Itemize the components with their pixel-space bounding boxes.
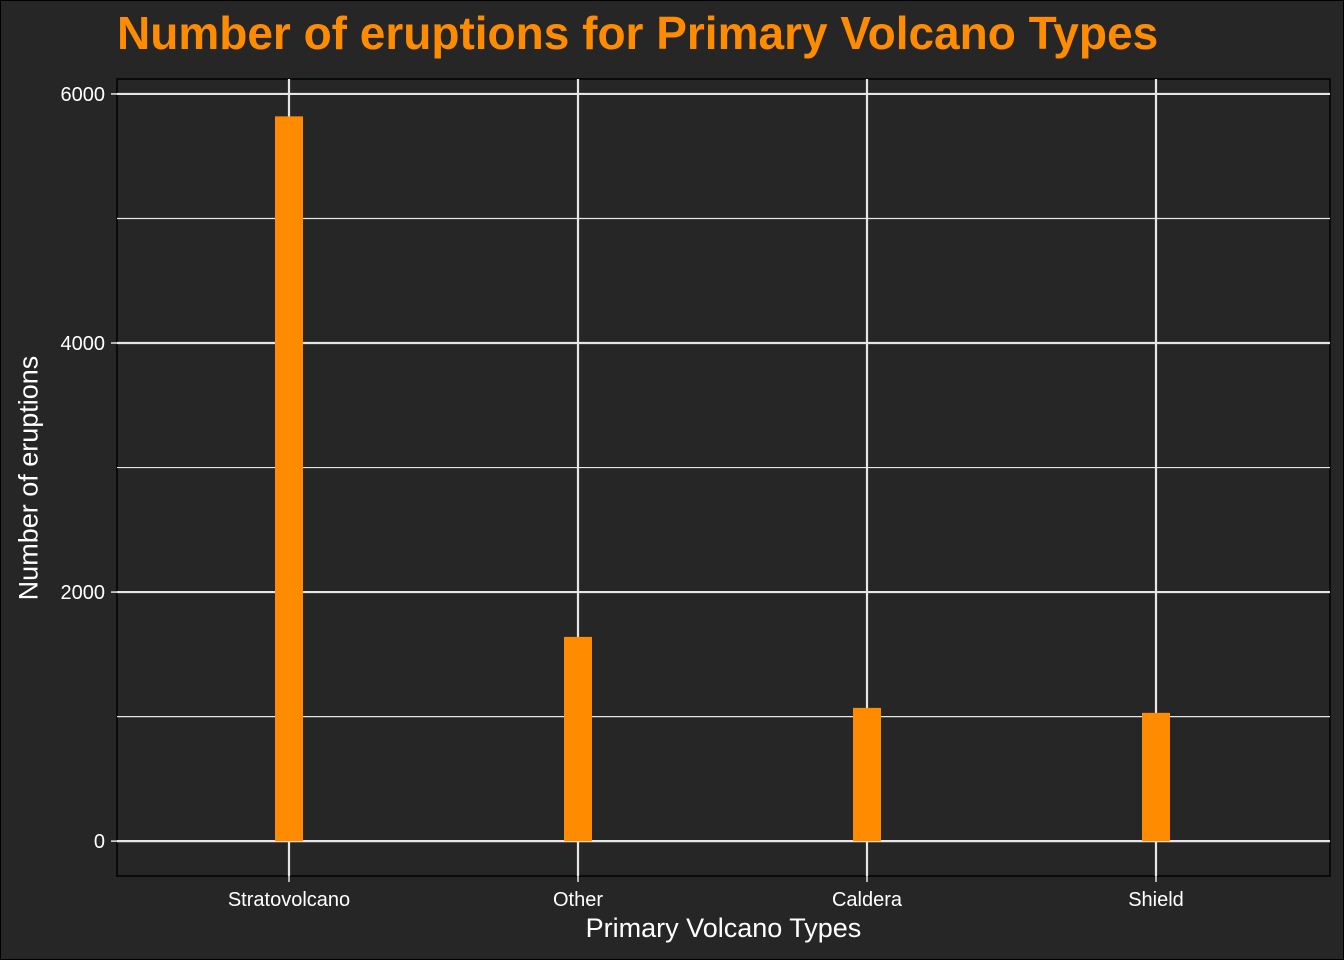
x-tick-label: Other	[553, 889, 603, 911]
y-tick-label: 0	[94, 831, 105, 853]
x-tick-label: Stratovolcano	[228, 889, 350, 911]
bar-other	[564, 636, 592, 842]
y-tick-label: 2000	[61, 582, 106, 604]
x-tick-label: Caldera	[832, 889, 903, 911]
y-tick-label: 4000	[61, 333, 106, 355]
bar-stratovolcano	[275, 116, 303, 842]
chart-title: Number of eruptions for Primary Volcano …	[117, 7, 1159, 59]
y-tick-label: 6000	[61, 84, 106, 106]
x-tick-label: Shield	[1128, 889, 1184, 911]
x-axis-title: Primary Volcano Types	[585, 913, 862, 943]
y-axis-title: Number of eruptions	[13, 355, 44, 601]
bar-shield	[1142, 712, 1170, 842]
bar-caldera	[853, 707, 881, 842]
plot-panel	[116, 78, 1331, 877]
